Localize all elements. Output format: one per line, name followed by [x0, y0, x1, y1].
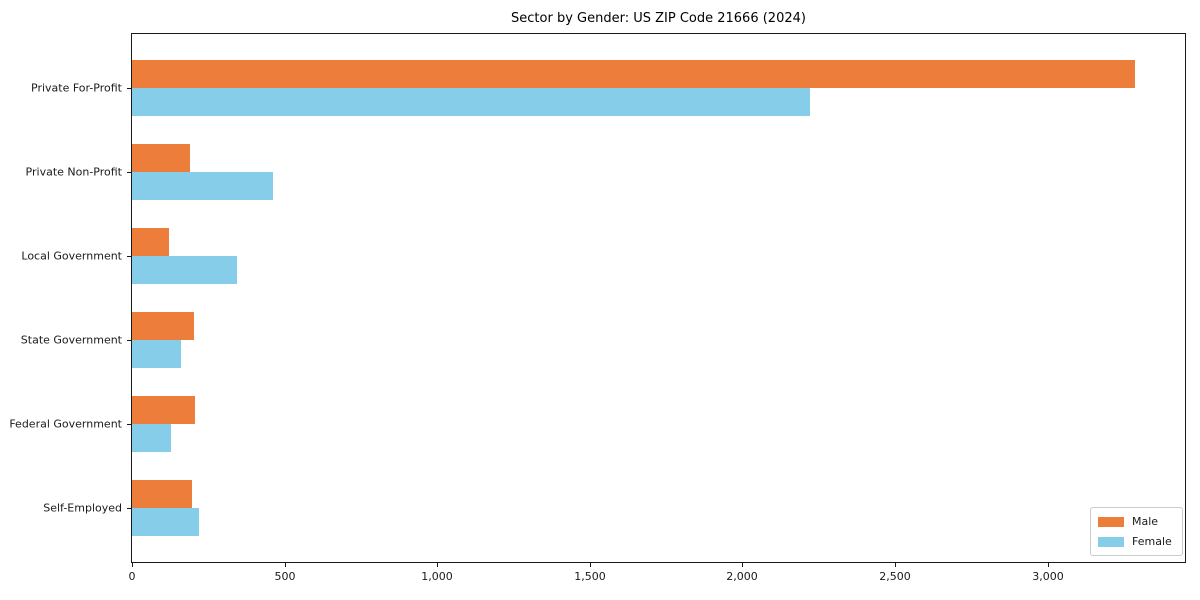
- legend-item-female: Female: [1098, 533, 1172, 550]
- plot-area: [131, 33, 1186, 563]
- bar-male-private-for-profit: [132, 60, 1135, 88]
- bar-male-private-non-profit: [132, 144, 190, 172]
- bar-female-private-non-profit: [132, 172, 273, 200]
- x-tick: [285, 563, 286, 567]
- x-tick: [895, 563, 896, 567]
- bar-male-state-government: [132, 312, 194, 340]
- x-tick-label-1000: 1,000: [421, 570, 453, 583]
- legend-swatch-female: [1098, 536, 1124, 547]
- legend: Male Female: [1090, 507, 1183, 556]
- bar-male-local-government: [132, 228, 169, 256]
- x-tick: [590, 563, 591, 567]
- bar-female-self-employed: [132, 508, 199, 536]
- bar-female-state-government: [132, 340, 181, 368]
- x-tick: [1048, 563, 1049, 567]
- y-tick-label-state-government: State Government: [20, 333, 122, 347]
- bar-male-federal-government: [132, 396, 195, 424]
- x-tick-label-2000: 2,000: [726, 570, 758, 583]
- legend-label-male: Male: [1132, 515, 1159, 528]
- x-tick-label-1500: 1,500: [574, 570, 606, 583]
- chart-title: Sector by Gender: US ZIP Code 21666 (202…: [511, 11, 806, 26]
- legend-label-female: Female: [1132, 535, 1172, 548]
- bar-female-federal-government: [132, 424, 171, 452]
- x-tick: [742, 563, 743, 567]
- legend-item-male: Male: [1098, 513, 1172, 530]
- y-tick: [127, 172, 131, 173]
- y-tick: [127, 508, 131, 509]
- x-tick-label-2500: 2,500: [879, 570, 911, 583]
- y-tick: [127, 424, 131, 425]
- bar-male-self-employed: [132, 480, 192, 508]
- y-tick: [127, 340, 131, 341]
- y-tick-label-federal-government: Federal Government: [9, 417, 122, 431]
- y-tick-label-private-non-profit: Private Non-Profit: [25, 165, 122, 179]
- x-tick-label-500: 500: [274, 570, 296, 583]
- y-tick-label-local-government: Local Government: [21, 249, 122, 263]
- y-tick: [127, 88, 131, 89]
- x-tick: [132, 563, 133, 567]
- legend-swatch-male: [1098, 516, 1124, 527]
- y-tick-label-self-employed: Self-Employed: [43, 501, 122, 515]
- y-tick-label-private-for-profit: Private For-Profit: [31, 81, 122, 95]
- x-tick-label-3000: 3,000: [1032, 570, 1064, 583]
- y-tick: [127, 256, 131, 257]
- x-tick: [437, 563, 438, 567]
- x-tick-label-0: 0: [128, 570, 136, 583]
- bar-female-local-government: [132, 256, 237, 284]
- bar-female-private-for-profit: [132, 88, 810, 116]
